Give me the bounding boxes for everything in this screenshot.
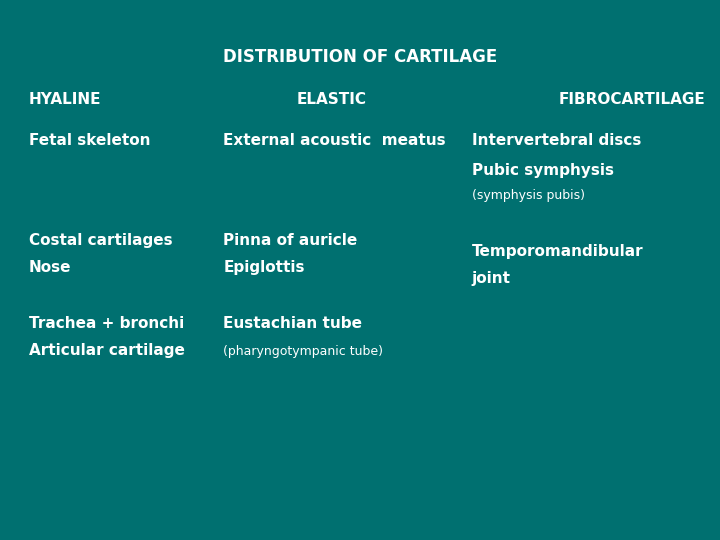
Text: External acoustic  meatus: External acoustic meatus	[223, 133, 446, 148]
Text: joint: joint	[472, 271, 510, 286]
Text: (symphysis pubis): (symphysis pubis)	[472, 189, 585, 202]
Text: DISTRIBUTION OF CARTILAGE: DISTRIBUTION OF CARTILAGE	[223, 48, 497, 66]
Text: Pubic symphysis: Pubic symphysis	[472, 163, 613, 178]
Text: ELASTIC: ELASTIC	[296, 92, 366, 107]
Text: Temporomandibular: Temporomandibular	[472, 244, 643, 259]
Text: Fetal skeleton: Fetal skeleton	[29, 133, 150, 148]
Text: (pharyngotympanic tube): (pharyngotympanic tube)	[223, 345, 383, 357]
Text: Nose: Nose	[29, 260, 71, 275]
Text: FIBROCARTILAGE: FIBROCARTILAGE	[559, 92, 706, 107]
Text: HYALINE: HYALINE	[29, 92, 102, 107]
Text: Pinna of auricle: Pinna of auricle	[223, 233, 357, 248]
Text: Articular cartilage: Articular cartilage	[29, 343, 184, 359]
Text: Costal cartilages: Costal cartilages	[29, 233, 172, 248]
Text: Trachea + bronchi: Trachea + bronchi	[29, 316, 184, 332]
Text: Eustachian tube: Eustachian tube	[223, 316, 362, 332]
Text: Intervertebral discs: Intervertebral discs	[472, 133, 641, 148]
Text: Epiglottis: Epiglottis	[223, 260, 305, 275]
